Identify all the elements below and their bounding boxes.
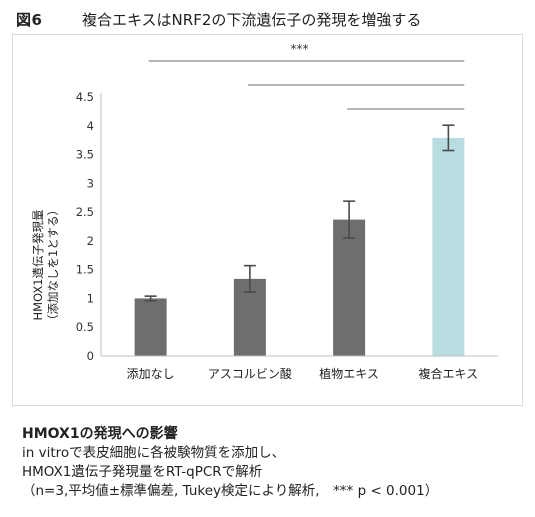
bar [134,298,167,356]
caption-title: HMOX1の発現への影響 [22,426,178,442]
x-tick-label: 植物エキス [319,366,379,381]
y-tick-label: 1 [87,291,94,305]
figure-number: 図6 [16,11,43,29]
x-tick-label: アスコルビン酸 [208,366,292,381]
y-tick-label: 3.5 [76,148,94,162]
y-axis-label: HMOX1遺伝子発現量 （添加なしを1とする） [31,175,81,355]
y-tick-label: 1.5 [76,263,94,277]
y-axis-label-text: HMOX1遺伝子発現量 （添加なしを1とする） [31,175,61,355]
caption: HMOX1の発現への影響 in vitroで表皮細胞に各被験物質を添加し、 HM… [22,425,527,501]
y-tick-label: 0 [87,349,94,363]
bar [333,219,366,356]
y-tick-label: 0.5 [76,320,94,334]
figure-title: 複合エキスはNRF2の下流遺伝子の発現を増強する [82,11,422,29]
caption-line-2: HMOX1遺伝子発現量をRT-qPCRで解析 [22,464,263,480]
y-tick-label: 4.5 [76,90,94,104]
chart-frame: 0 0.5 1 1.5 2 2.5 3 3.5 4 4.5 添加なし アスコルビン酸 植物エキス 複合エキ… [12,34,523,406]
y-axis-label-line-2: （添加なしを1とする） [46,204,60,326]
y-tick-label: 4 [87,119,94,133]
bar [432,137,465,356]
x-tick-label: 添加なし [127,367,175,381]
caption-line-3: （n=3,平均値±標準偏差, Tukey検定により解析, *** p < 0.0… [22,483,439,499]
y-tick-label: 3 [87,176,94,190]
bar-chart: 0 0.5 1 1.5 2 2.5 3 3.5 4 4.5 添加なし アスコルビン酸 植物エキス 複合エキ… [76,42,498,381]
y-tick-label: 2.5 [76,205,94,219]
y-axis-label-line-1: HMOX1遺伝子発現量 [31,209,45,321]
caption-line-1: in vitroで表皮細胞に各被験物質を添加し、 [22,445,286,461]
x-tick-label: 複合エキス [419,366,479,381]
y-tick-label: 2 [87,234,94,248]
significance-label: *** [291,42,309,56]
figure-header: 図6 複合エキスはNRF2の下流遺伝子の発現を増強する [14,6,525,32]
